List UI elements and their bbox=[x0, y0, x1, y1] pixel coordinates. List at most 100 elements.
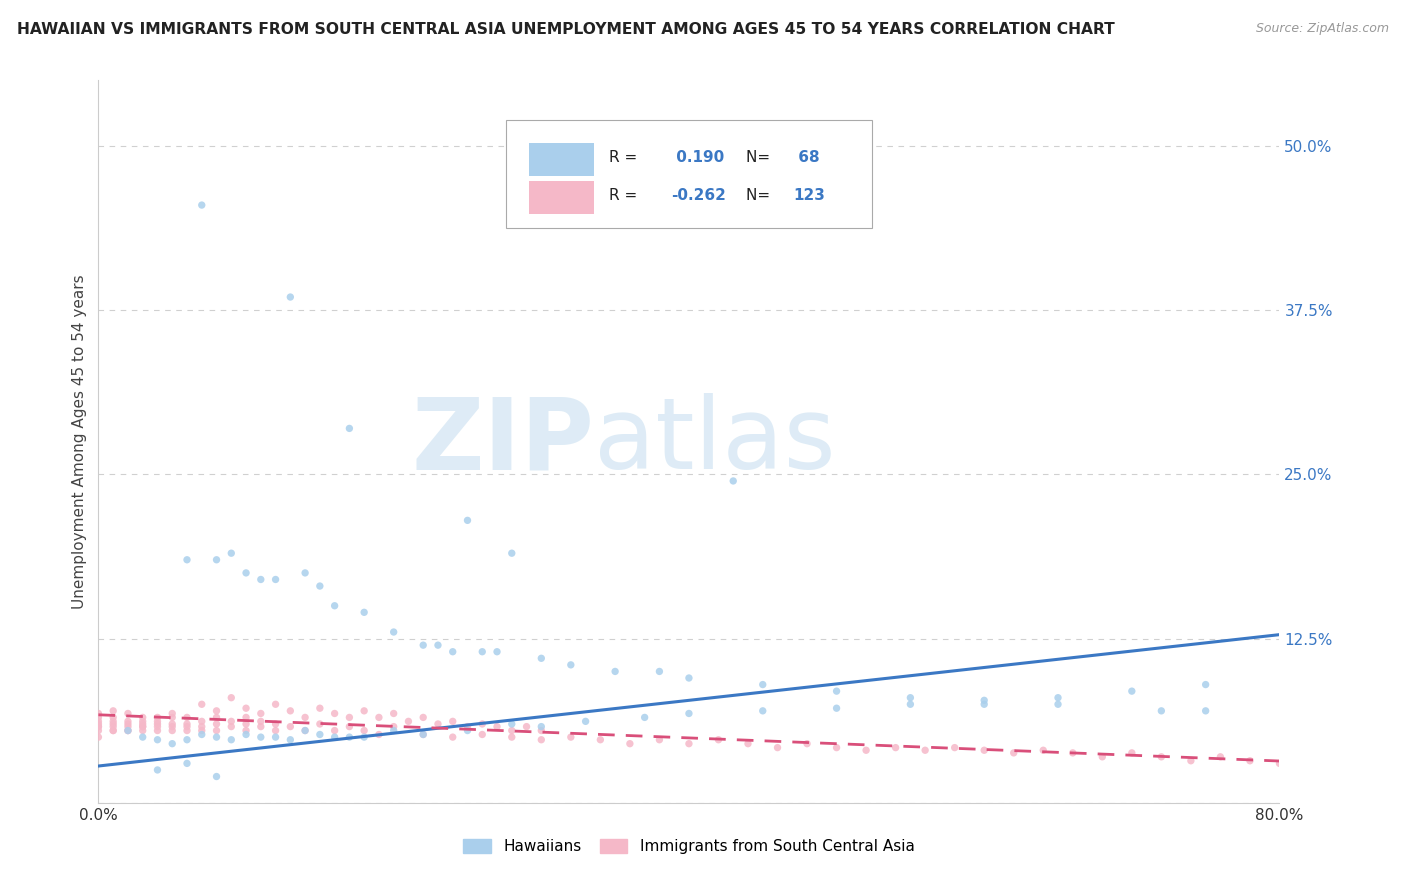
Point bbox=[205, 770, 228, 784]
Legend: Hawaiians, Immigrants from South Central Asia: Hawaiians, Immigrants from South Central… bbox=[457, 833, 921, 860]
Point bbox=[191, 198, 214, 212]
Point bbox=[117, 720, 139, 734]
Point bbox=[146, 723, 169, 738]
Point bbox=[103, 723, 125, 738]
Point bbox=[87, 714, 110, 729]
Text: R =: R = bbox=[609, 150, 641, 165]
Point bbox=[117, 723, 139, 738]
Point bbox=[103, 723, 125, 738]
Point bbox=[457, 723, 479, 738]
Point bbox=[323, 599, 346, 613]
Text: R =: R = bbox=[609, 188, 641, 203]
Point bbox=[752, 677, 775, 691]
Point bbox=[176, 723, 198, 738]
Point bbox=[412, 727, 434, 741]
Point bbox=[1032, 743, 1054, 757]
Point bbox=[87, 710, 110, 724]
Point bbox=[825, 684, 848, 698]
Point bbox=[382, 723, 405, 738]
Point bbox=[634, 710, 657, 724]
Point bbox=[250, 714, 273, 729]
Point bbox=[162, 717, 183, 731]
Point bbox=[1150, 749, 1173, 764]
Point bbox=[560, 657, 582, 672]
Point bbox=[162, 723, 183, 738]
Point bbox=[264, 730, 287, 744]
Point bbox=[339, 730, 361, 744]
Point bbox=[1239, 754, 1261, 768]
Point bbox=[900, 690, 922, 705]
Point bbox=[205, 710, 228, 724]
Point bbox=[1209, 749, 1232, 764]
Point bbox=[176, 720, 198, 734]
Point bbox=[339, 710, 361, 724]
Point bbox=[914, 743, 936, 757]
Point bbox=[457, 513, 479, 527]
Point bbox=[382, 625, 405, 640]
Text: HAWAIIAN VS IMMIGRANTS FROM SOUTH CENTRAL ASIA UNEMPLOYMENT AMONG AGES 45 TO 54 : HAWAIIAN VS IMMIGRANTS FROM SOUTH CENTRA… bbox=[17, 22, 1115, 37]
Point bbox=[973, 698, 995, 712]
Point bbox=[191, 723, 214, 738]
Point bbox=[501, 730, 523, 744]
Point bbox=[471, 717, 494, 731]
Point bbox=[427, 638, 450, 652]
Point bbox=[235, 717, 257, 731]
Point bbox=[368, 710, 391, 724]
Point bbox=[191, 698, 214, 712]
Point bbox=[323, 730, 346, 744]
Point bbox=[162, 737, 183, 751]
Point bbox=[117, 714, 139, 729]
Point bbox=[1195, 704, 1218, 718]
Point bbox=[117, 717, 139, 731]
Point bbox=[264, 698, 287, 712]
Point bbox=[235, 710, 257, 724]
Point bbox=[280, 732, 302, 747]
Point bbox=[205, 730, 228, 744]
Point bbox=[1268, 756, 1291, 771]
Point bbox=[146, 732, 169, 747]
Text: 0.190: 0.190 bbox=[671, 150, 724, 165]
Text: -0.262: -0.262 bbox=[671, 188, 725, 203]
Point bbox=[441, 714, 464, 729]
Point bbox=[294, 723, 316, 738]
Point bbox=[1180, 754, 1202, 768]
Point bbox=[87, 720, 110, 734]
Point bbox=[825, 701, 848, 715]
Point bbox=[323, 723, 346, 738]
Text: Source: ZipAtlas.com: Source: ZipAtlas.com bbox=[1256, 22, 1389, 36]
Point bbox=[353, 723, 375, 738]
Point bbox=[191, 714, 214, 729]
Point bbox=[176, 553, 198, 567]
Bar bbox=[530, 181, 595, 214]
Point bbox=[87, 717, 110, 731]
Point bbox=[516, 720, 538, 734]
Point bbox=[87, 720, 110, 734]
Point bbox=[486, 720, 509, 734]
Point bbox=[221, 720, 243, 734]
Y-axis label: Unemployment Among Ages 45 to 54 years: Unemployment Among Ages 45 to 54 years bbox=[72, 274, 87, 609]
Point bbox=[264, 723, 287, 738]
Point bbox=[103, 720, 125, 734]
Point bbox=[146, 720, 169, 734]
Point bbox=[309, 701, 332, 715]
Point bbox=[103, 714, 125, 729]
Point bbox=[146, 763, 169, 777]
Point bbox=[486, 645, 509, 659]
Point bbox=[766, 740, 789, 755]
Point bbox=[723, 474, 745, 488]
Point bbox=[250, 573, 273, 587]
Point bbox=[87, 730, 110, 744]
Point bbox=[412, 638, 434, 652]
Point bbox=[221, 546, 243, 560]
Point bbox=[132, 720, 155, 734]
Point bbox=[1002, 746, 1025, 760]
Point bbox=[191, 720, 214, 734]
FancyBboxPatch shape bbox=[506, 120, 872, 228]
Point bbox=[398, 714, 420, 729]
Point bbox=[205, 553, 228, 567]
Point bbox=[235, 701, 257, 715]
Point bbox=[205, 723, 228, 738]
Point bbox=[146, 717, 169, 731]
Point bbox=[103, 717, 125, 731]
Bar bbox=[530, 143, 595, 176]
